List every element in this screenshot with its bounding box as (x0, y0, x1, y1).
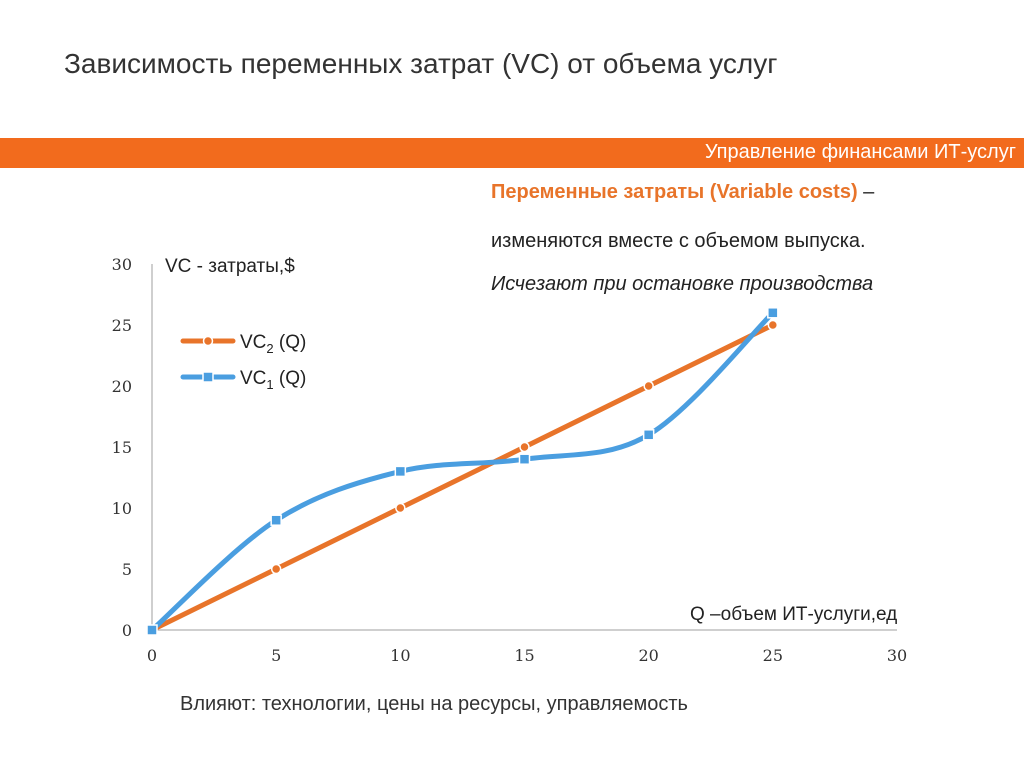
y-tick-label: 0 (122, 621, 132, 640)
x-tick-label: 25 (763, 646, 783, 665)
definition-term: Переменные затраты (Variable costs) – (491, 181, 874, 204)
y-tick-label: 30 (112, 255, 132, 274)
x-tick-label: 30 (887, 646, 907, 665)
y-tick-label: 20 (112, 377, 132, 396)
legend-label-subscript: 2 (266, 341, 273, 356)
x-tick-label: 15 (514, 646, 534, 665)
x-tick-labels: 0 5 10 15 20 25 30 (147, 646, 907, 665)
series-line-vc1 (149, 310, 776, 633)
section-banner: Управление финансами ИТ-услуг (0, 138, 1024, 168)
y-tick-label: 15 (112, 438, 132, 457)
data-point-vc2 (643, 380, 654, 392)
legend-label-base: VC (240, 368, 266, 389)
legend-marker-vc1 (202, 371, 214, 383)
data-point-vc1 (270, 514, 282, 526)
series-layer (146, 307, 779, 636)
footer-note: Влияют: технологии, цены на ресурсы, упр… (180, 693, 688, 715)
x-tick-label: 5 (271, 646, 281, 665)
y-axis-title: VC - затраты,$ (165, 256, 295, 277)
data-point-vc1 (518, 453, 531, 465)
y-tick-label: 10 (112, 499, 132, 518)
legend-label-rest: (Q) (274, 368, 307, 389)
x-tick-label: 20 (638, 646, 658, 665)
y-tick-labels: 0 5 10 15 20 25 30 (112, 255, 132, 640)
definition-dash: – (857, 181, 875, 203)
legend: VC2 (Q)VC1 (Q) (180, 332, 306, 392)
data-point-vc2 (270, 563, 282, 575)
slide-title: Зависимость переменных затрат (VC) от об… (64, 48, 778, 79)
x-tick-label: 10 (390, 646, 410, 665)
data-point-vc1 (767, 307, 779, 319)
series-line-vc2 (149, 322, 776, 633)
definition-term-text: Переменные затраты (Variable costs) (491, 181, 858, 203)
y-tick-label: 5 (122, 560, 132, 579)
legend-label-base: VC (240, 332, 266, 353)
y-tick-label: 25 (112, 316, 132, 335)
data-point-vc2 (519, 441, 530, 453)
legend-label-vc1: VC1 (Q) (240, 368, 306, 392)
data-point-vc1 (146, 624, 158, 636)
x-tick-label: 0 (147, 646, 157, 665)
data-point-vc2 (395, 502, 406, 514)
legend-label-rest: (Q) (274, 332, 307, 353)
legend-label-subscript: 1 (266, 377, 273, 392)
data-point-vc1 (394, 465, 407, 478)
data-point-vc1 (642, 429, 655, 441)
legend-label-vc2: VC2 (Q) (240, 332, 306, 356)
definition-line-2: изменяются вместе с объемом выпуска. (491, 230, 866, 252)
legend-marker-vc2 (202, 335, 214, 347)
banner-text: Управление финансами ИТ-услуг (704, 141, 1016, 163)
x-axis-title: Q –объем ИТ-услуги,ед (690, 604, 897, 625)
data-point-vc2 (767, 319, 779, 331)
definition-line-3: Исчезают при остановке производства (491, 273, 874, 295)
